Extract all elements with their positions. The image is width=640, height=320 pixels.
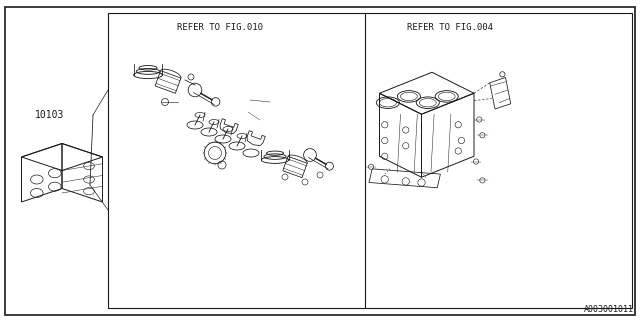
Text: A003001011: A003001011 [584, 305, 634, 314]
Text: 10103: 10103 [35, 110, 65, 120]
Text: REFER TO FIG.010: REFER TO FIG.010 [177, 22, 263, 31]
Bar [108, 13, 632, 308]
Text: REFER TO FIG.004: REFER TO FIG.004 [407, 22, 493, 31]
